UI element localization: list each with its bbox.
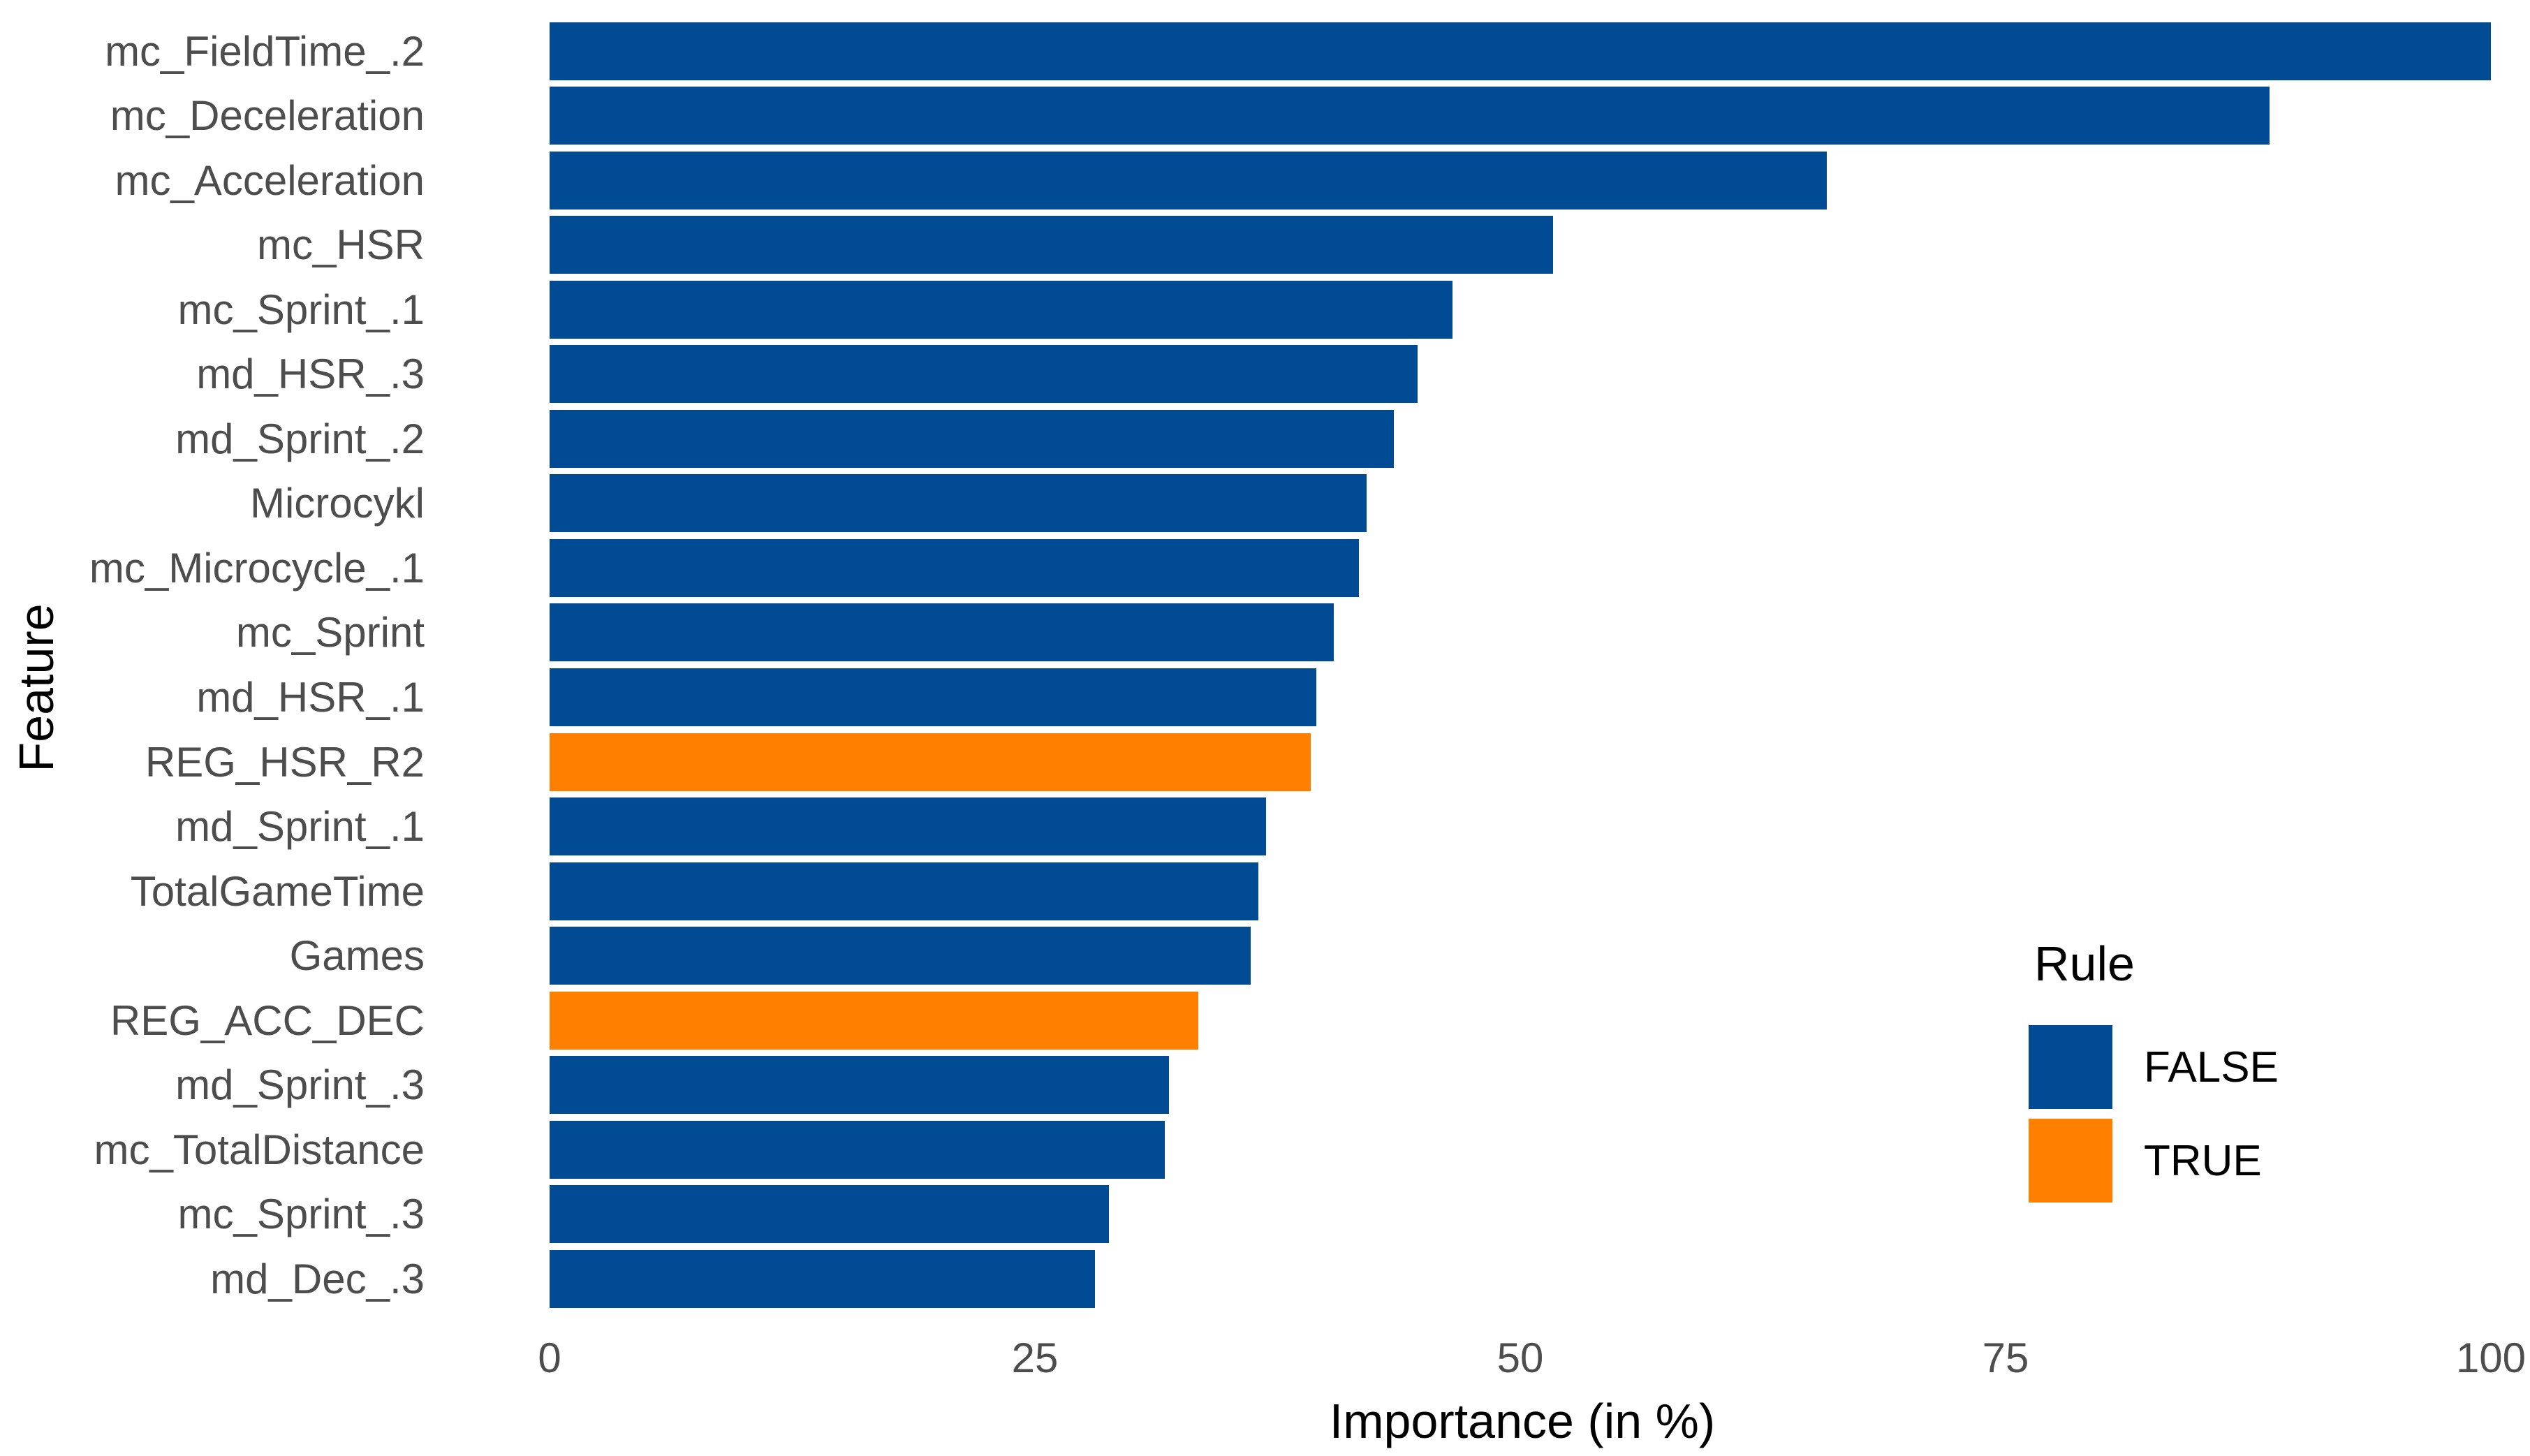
y-tick-label: TotalGameTime [130, 867, 425, 915]
y-tick-label: mc_FieldTime_.2 [105, 27, 425, 75]
bar [550, 1249, 1096, 1308]
bar [550, 1056, 1169, 1115]
x-tick-label: 50 [1496, 1334, 1544, 1381]
x-tick-label: 0 [538, 1334, 561, 1381]
bar [550, 216, 1554, 274]
y-tick-label: md_HSR_.3 [196, 351, 425, 398]
y-tick-label: mc_Sprint_.3 [177, 1191, 425, 1238]
y-tick-label: md_Dec_.3 [210, 1255, 425, 1302]
bar [550, 345, 1418, 404]
bar [550, 1185, 1109, 1244]
x-tick-label: 25 [1011, 1334, 1059, 1381]
y-tick-label: Microcykl [250, 480, 425, 527]
x-tick-label: 100 [2455, 1334, 2527, 1381]
bar [550, 668, 1317, 726]
bar [550, 538, 1360, 597]
y-tick-label: REG_ACC_DEC [110, 997, 425, 1044]
y-tick-label: mc_Microcycle_.1 [89, 544, 425, 591]
y-tick-label: md_Sprint_.2 [175, 415, 425, 462]
bar [550, 409, 1395, 468]
bar [550, 733, 1311, 791]
legend-label-false: FALSE [2144, 1043, 2279, 1091]
bar [550, 280, 1452, 339]
y-tick-label: mc_Sprint_.1 [177, 286, 425, 333]
legend-title: Rule [2034, 936, 2135, 991]
legend-entry-true: TRUE [2029, 1119, 2279, 1203]
legend-entry-false: FALSE [2029, 1025, 2279, 1109]
bar [550, 474, 1367, 533]
legend: Rule FALSE TRUE [2029, 936, 2279, 1212]
y-tick-label: Games [289, 932, 425, 980]
y-tick-label: mc_Deceleration [110, 92, 425, 140]
y-tick-label: mc_Acceleration [115, 156, 425, 204]
bar [550, 1120, 1165, 1179]
y-tick-label: REG_HSR_R2 [145, 738, 425, 786]
y-tick-label: md_Sprint_.3 [175, 1061, 425, 1109]
bar [550, 151, 1827, 209]
bar [550, 22, 2491, 80]
legend-label-true: TRUE [2144, 1136, 2262, 1185]
y-tick-label: md_HSR_.1 [196, 674, 425, 721]
bar [550, 603, 1334, 662]
bar [550, 862, 1258, 920]
y-tick-label: mc_Sprint [235, 609, 425, 656]
y-tick-label: mc_TotalDistance [94, 1126, 425, 1173]
legend-swatch-true-icon [2029, 1119, 2112, 1203]
bar [550, 797, 1266, 856]
y-tick-label: md_Sprint_.1 [175, 803, 425, 851]
legend-swatch-false-icon [2029, 1025, 2112, 1109]
x-tick-label: 75 [1982, 1334, 2029, 1381]
bar [550, 927, 1251, 985]
bar [550, 991, 1198, 1050]
bar [550, 87, 2270, 145]
y-tick-label: mc_HSR [256, 221, 425, 269]
x-axis-title: Importance (in %) [1329, 1394, 1716, 1448]
